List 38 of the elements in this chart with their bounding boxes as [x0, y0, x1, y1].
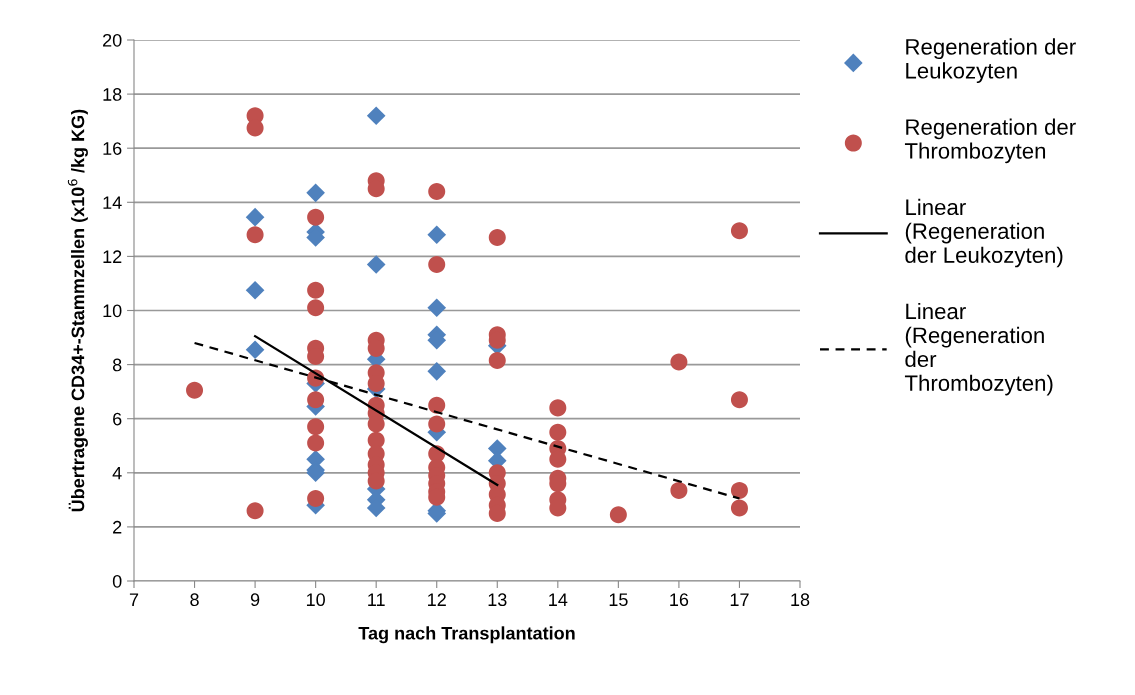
x-tick-label: 16: [670, 593, 689, 607]
y-tick-label: 10: [103, 304, 122, 318]
legend-label: Linear (Regeneration der Thrombozyten): [904, 302, 1053, 396]
x-tick-label: 13: [488, 593, 507, 607]
point: [306, 183, 325, 203]
y-tick-label: 4: [112, 466, 122, 480]
y-tick-label: 12: [103, 250, 122, 263]
x-tick-label: 14: [549, 593, 568, 606]
point: [427, 225, 447, 245]
y-tick-label: 18: [103, 88, 122, 101]
point: [245, 340, 265, 360]
x-tick-label: 8: [190, 593, 199, 607]
point: [366, 106, 386, 126]
point: [245, 280, 265, 300]
point: [427, 298, 447, 318]
x-tick-label: 12: [428, 593, 446, 606]
y-tick-label: 14: [103, 196, 122, 209]
point: [427, 362, 447, 381]
y-tick-label: 6: [113, 412, 122, 426]
x-tick-label: 15: [609, 593, 628, 607]
x-tick-label: 11: [368, 593, 385, 606]
y-tick-label: 0: [112, 574, 122, 588]
point: [245, 207, 265, 227]
y-tick-label: 8: [112, 358, 122, 372]
x-tick-label: 17: [730, 593, 749, 606]
x-tick-label: 10: [306, 593, 325, 607]
x-tick-label: 18: [791, 593, 810, 607]
y-tick-label: 20: [103, 33, 122, 47]
legend-label: Regeneration der Leukozyten: [906, 38, 1076, 84]
legend-label: Regeneration der Thrombozyten: [904, 118, 1076, 164]
x-tick-label: 7: [129, 593, 139, 606]
y-axis-title: Übertragene CD34+-Stammzellen (x10$^{6}$ /kg KG): [67, 109, 88, 512]
x-tick-label: 9: [250, 593, 260, 607]
point: [366, 255, 386, 274]
legend-label: Linear (Regeneration der Leukozyten): [905, 198, 1063, 268]
y-tick-label: 2: [113, 520, 122, 534]
x-axis-title: Tag nach Transplantation: [358, 626, 575, 644]
y-tick-label: 16: [103, 142, 122, 155]
